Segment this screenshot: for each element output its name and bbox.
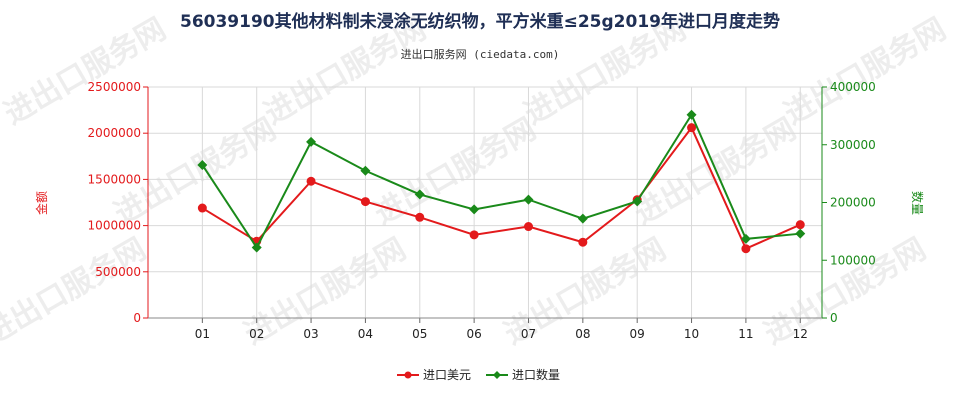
x-tick-label: 09	[630, 327, 645, 341]
watermark-text: 进出口服务网	[369, 112, 542, 232]
series-1-point	[251, 242, 262, 253]
series-0-point	[795, 220, 805, 230]
x-tick-label: 11	[738, 327, 753, 341]
series-1-point	[632, 196, 643, 207]
x-tick-label: 12	[793, 327, 808, 341]
series-0-point	[197, 203, 207, 213]
y-left-tick-label: 0	[133, 311, 141, 325]
legend-marker-0	[404, 371, 412, 379]
x-tick-label: 07	[521, 327, 536, 341]
series-0-point	[741, 244, 751, 254]
y-left-tick-label: 2000000	[88, 126, 141, 140]
watermark-text: 进出口服务网	[629, 112, 802, 232]
x-tick-label: 03	[303, 327, 318, 341]
y-right-tick-label: 0	[830, 311, 838, 325]
series-1-point	[523, 194, 534, 205]
y-left-tick-label: 500000	[95, 265, 141, 279]
series-0-point	[687, 123, 697, 133]
series-0-point	[415, 212, 425, 222]
y-right-tick-label: 300000	[830, 138, 876, 152]
x-tick-label: 06	[466, 327, 481, 341]
watermark-text: 进出口服务网	[0, 232, 152, 352]
watermark-text: 进出口服务网	[779, 12, 952, 132]
series-1-point	[469, 204, 480, 215]
axes: 0 500000 1000000 1500000 2000000 2500000 0 1000…	[88, 80, 876, 341]
x-tick-label: 02	[249, 327, 264, 341]
series-1-point	[577, 213, 588, 224]
chart-subtitle: 进出口服务网 (ciedata.com)	[401, 47, 560, 61]
legend-marker-1	[493, 371, 501, 379]
series-0-point	[360, 197, 370, 207]
series-0-point	[523, 222, 533, 232]
x-tick-label: 10	[684, 327, 699, 341]
y-left-tick-label: 1500000	[88, 172, 141, 186]
x-tick-label: 01	[195, 327, 210, 341]
y-left-tick-label: 1000000	[88, 219, 141, 233]
series-0-point	[306, 176, 316, 186]
watermark-text: 进出口服务网	[239, 232, 412, 352]
series-0-point	[469, 230, 479, 240]
series-1-point	[306, 136, 317, 147]
legend: 进口美元 进口数量	[397, 367, 560, 382]
x-tick-label: 08	[575, 327, 590, 341]
y-right-tick-label: 100000	[830, 253, 876, 267]
series-1-point	[414, 189, 425, 200]
series-1-point	[360, 165, 371, 176]
y-right-tick-label: 400000	[830, 80, 876, 94]
y-right-tick-label: 200000	[830, 196, 876, 210]
legend-label-0: 进口美元	[423, 368, 471, 382]
series-line-0	[201, 125, 801, 251]
watermark-text: 进出口服务网	[759, 232, 932, 352]
series-1-point	[795, 228, 806, 239]
x-tick-label: 05	[412, 327, 427, 341]
series-1-point	[686, 109, 697, 120]
y-right-axis-title: 数量	[910, 191, 925, 215]
chart-title: 56039190其他材料制未浸涂无纺织物，平方米重≤25g2019年进口月度走势	[180, 11, 780, 32]
series-line-1	[201, 112, 801, 250]
plot-area	[197, 109, 806, 254]
y-left-axis-title: 金额	[34, 191, 49, 215]
series-1-point	[740, 233, 751, 244]
series-0-point	[578, 237, 588, 247]
series-1-point	[197, 159, 208, 170]
legend-label-1: 进口数量	[512, 367, 560, 382]
x-tick-label: 04	[358, 327, 373, 341]
watermark-text: 进出口服务网	[0, 12, 172, 132]
y-left-tick-label: 2500000	[88, 80, 141, 94]
